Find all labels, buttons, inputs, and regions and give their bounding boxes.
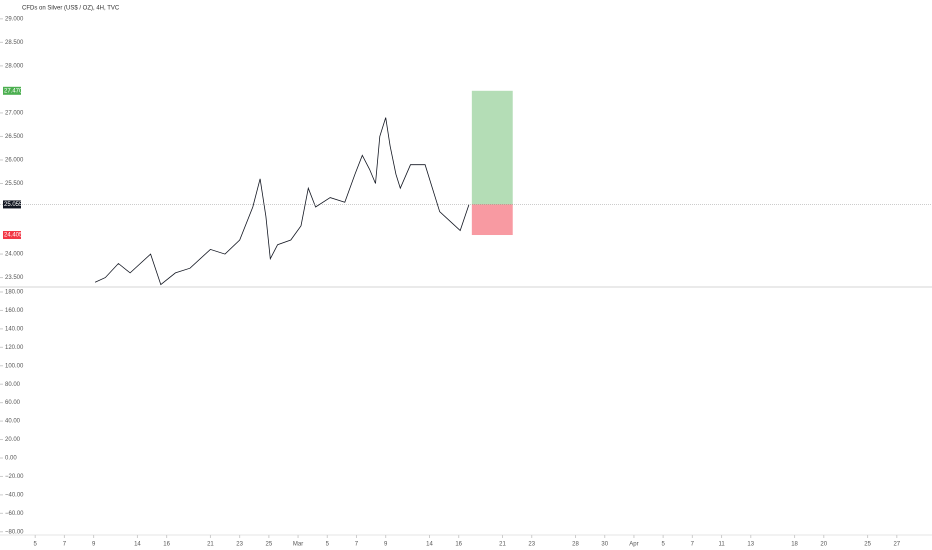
- x-tick-label: 23: [236, 542, 243, 548]
- x-tick-label: 20: [820, 542, 827, 548]
- y-tick-label: 0.00: [5, 456, 17, 462]
- x-tick-label: 23: [528, 542, 535, 548]
- x-tick-label: 13: [747, 542, 754, 548]
- x-tick-label: 28: [572, 542, 579, 548]
- x-tick-label: 5: [34, 542, 38, 548]
- loss-zone: [471, 204, 513, 236]
- y-tick-label: 28.500: [5, 40, 24, 46]
- x-tick-label: 27: [893, 542, 900, 548]
- x-tick-label: 14: [134, 542, 141, 548]
- x-tick-label: 18: [791, 542, 798, 548]
- y-tick-label: 28.000: [5, 63, 24, 69]
- y-tick-label: 120.00: [5, 345, 24, 351]
- y-tick-label: 23.500: [5, 275, 24, 281]
- y-tick-label: 24.000: [5, 252, 24, 258]
- x-tick-label: 14: [426, 542, 433, 548]
- y-tick-label: −20.00: [5, 474, 24, 480]
- y-tick-label: 160.00: [5, 308, 24, 314]
- y-tick-label: 80.00: [5, 382, 21, 388]
- x-tick-label: 16: [455, 542, 462, 548]
- y-tick-label: 25.500: [5, 181, 24, 187]
- x-tick-label: 16: [163, 542, 170, 548]
- y-tick-label: 100.00: [5, 363, 24, 369]
- x-tick-label: Mar: [293, 542, 303, 548]
- y-tick-label: 60.00: [5, 400, 21, 406]
- y-tick-label: 20.00: [5, 437, 21, 443]
- x-tick-label: 5: [326, 542, 330, 548]
- x-tick-label: 5: [661, 542, 665, 548]
- x-tick-label: 9: [92, 542, 96, 548]
- y-tick-label: 29.000: [5, 16, 24, 22]
- price-label-box: [3, 86, 21, 95]
- x-tick-label: 21: [499, 542, 506, 548]
- x-tick-label: Apr: [629, 542, 638, 548]
- chart-title: CFDs on Silver (US$ / OZ), 4H, TVC: [22, 6, 120, 12]
- y-tick-label: −60.00: [5, 511, 24, 517]
- y-tick-label: 27.000: [5, 110, 24, 116]
- x-tick-label: 7: [63, 542, 67, 548]
- price-line: [94, 117, 470, 286]
- price-label-box: [3, 200, 21, 209]
- price-label: 24.405: [4, 233, 23, 239]
- y-tick-label: 180.00: [5, 290, 24, 296]
- x-tick-label: 25: [266, 542, 273, 548]
- x-tick-label: 9: [384, 542, 388, 548]
- x-tick-label: 30: [601, 542, 608, 548]
- y-tick-label: 26.000: [5, 158, 24, 164]
- profit-zone: [471, 90, 513, 205]
- x-tick-label: 7: [691, 542, 695, 548]
- x-tick-label: 25: [864, 542, 871, 548]
- price-label: 25.055: [4, 202, 23, 208]
- x-tick-label: 21: [207, 542, 214, 548]
- y-tick-label: −80.00: [5, 529, 24, 535]
- y-tick-label: 26.500: [5, 134, 24, 140]
- price-label-box: [3, 231, 21, 240]
- y-tick-label: −40.00: [5, 492, 24, 498]
- x-tick-label: 11: [718, 542, 725, 548]
- x-tick-label: 7: [355, 542, 359, 548]
- y-tick-label: 40.00: [5, 419, 21, 425]
- price-label: 27.470: [4, 88, 23, 94]
- y-tick-label: 140.00: [5, 326, 24, 332]
